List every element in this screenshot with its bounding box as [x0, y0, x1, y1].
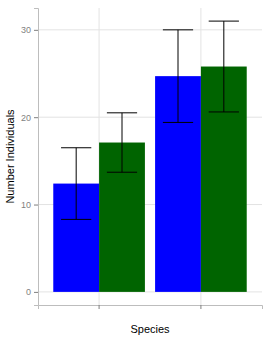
tick-mark [34, 205, 38, 206]
error-bar [209, 21, 239, 112]
tick [200, 305, 201, 309]
error-bar-line [209, 21, 239, 22]
error-bars [107, 21, 239, 172]
error-bar [61, 148, 91, 220]
error-bar-line [178, 30, 179, 123]
error-bar-line [122, 113, 123, 172]
error-bar-line [61, 219, 91, 220]
x-axis [39, 305, 263, 309]
error-bar-line [107, 172, 137, 173]
error-bars [61, 30, 193, 220]
error-bar [107, 113, 137, 172]
chart: 0 10 20 30 Species Number Individuals [0, 0, 267, 344]
error-bar-line [163, 122, 193, 123]
tick: 20 [21, 113, 38, 123]
tick-label: 0 [26, 287, 31, 297]
tick-mark [34, 30, 38, 31]
y-axis: 0 10 20 30 [21, 9, 39, 306]
tick-label: 30 [21, 25, 31, 35]
tick-mark [34, 292, 38, 293]
tick-mark [200, 305, 201, 309]
error-bar-line [107, 112, 137, 113]
series [53, 76, 201, 292]
error-bar-line [76, 148, 77, 220]
x-axis-title: Species [130, 323, 170, 335]
tick-mark [34, 117, 38, 118]
error-bar-line [223, 21, 224, 112]
axis-line [34, 9, 39, 306]
tick: 30 [21, 25, 38, 35]
axis-line [39, 306, 263, 310]
plot: 0 10 20 30 [21, 8, 263, 309]
marks [53, 21, 246, 292]
series [99, 67, 247, 292]
error-bar-line [61, 147, 91, 148]
tick-label: 20 [21, 113, 31, 123]
tick: 10 [21, 200, 38, 210]
tick [99, 305, 100, 309]
error-bar-line [163, 29, 193, 30]
tick: 0 [26, 287, 38, 297]
error-bar [163, 30, 193, 123]
grid-line [38, 29, 262, 30]
tick-mark [99, 305, 100, 309]
error-bar-line [209, 111, 239, 112]
grid [38, 8, 262, 305]
y-axis-title: Number Individuals [4, 109, 16, 204]
tick-label: 10 [21, 200, 31, 210]
